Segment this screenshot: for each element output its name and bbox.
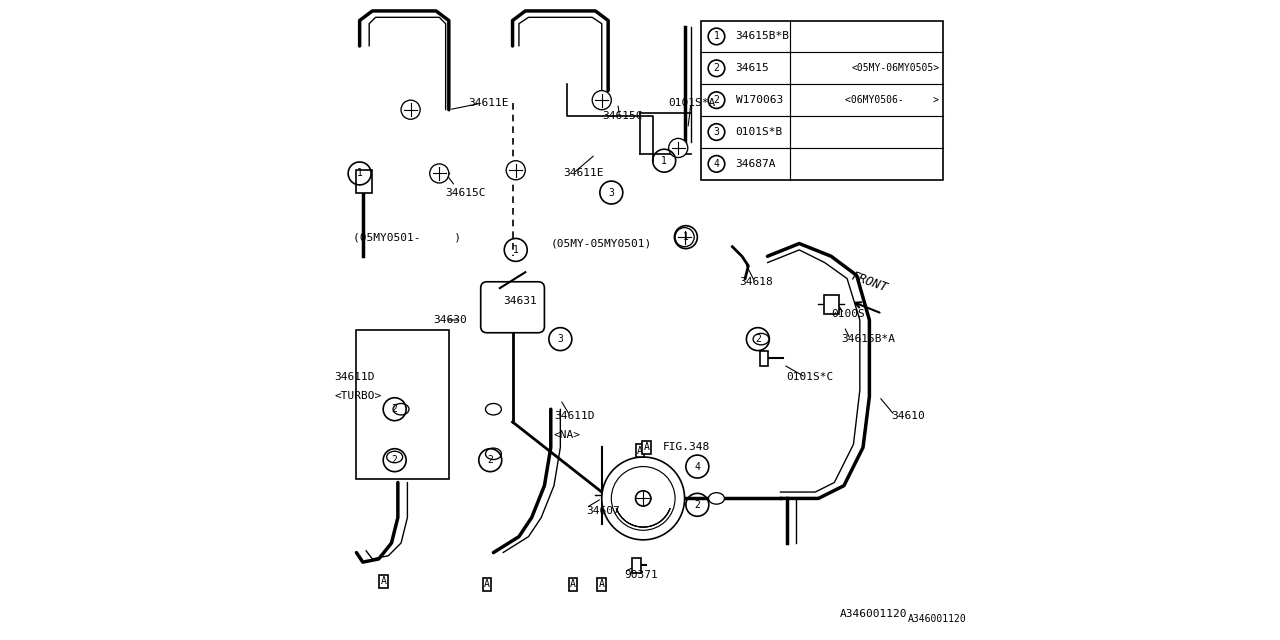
Text: 2: 2: [713, 63, 719, 74]
Text: 34611E: 34611E: [563, 168, 604, 179]
Text: 3: 3: [557, 334, 563, 344]
Text: 3: 3: [608, 188, 614, 198]
Text: 3: 3: [713, 127, 719, 137]
Text: 4: 4: [713, 159, 719, 169]
Bar: [356, 170, 372, 193]
FancyBboxPatch shape: [481, 282, 544, 333]
Text: 34611D: 34611D: [334, 372, 375, 382]
Text: 34611E: 34611E: [468, 99, 508, 108]
Circle shape: [506, 161, 525, 180]
Text: 1: 1: [357, 168, 362, 179]
Text: 34615B*A: 34615B*A: [841, 334, 895, 344]
Circle shape: [602, 457, 685, 540]
Circle shape: [668, 138, 687, 157]
Text: 1: 1: [684, 232, 689, 242]
Circle shape: [636, 491, 650, 506]
Circle shape: [593, 91, 612, 109]
Text: A: A: [570, 579, 576, 589]
Bar: [700, 20, 942, 180]
Text: 34610: 34610: [892, 411, 925, 420]
Text: <NA>: <NA>: [554, 429, 581, 440]
Ellipse shape: [393, 403, 410, 415]
Text: 1: 1: [662, 156, 667, 166]
Text: W170063: W170063: [736, 95, 783, 105]
Text: 34687A: 34687A: [736, 159, 776, 169]
Text: 2: 2: [488, 455, 493, 465]
Bar: [823, 294, 838, 314]
Ellipse shape: [387, 451, 403, 463]
Text: 1: 1: [513, 245, 518, 255]
Circle shape: [430, 164, 449, 183]
Text: 90371: 90371: [625, 570, 658, 580]
Text: FIG.348: FIG.348: [662, 442, 709, 452]
Text: A: A: [381, 576, 387, 586]
Bar: [760, 351, 768, 366]
Text: 34631: 34631: [503, 296, 536, 306]
Text: A: A: [484, 579, 490, 589]
Text: <TURBO>: <TURBO>: [334, 392, 381, 401]
Bar: [356, 330, 449, 479]
Text: FRONT: FRONT: [850, 269, 890, 294]
Text: (05MY0501-     ): (05MY0501- ): [353, 232, 461, 242]
Text: 34618: 34618: [739, 276, 773, 287]
Circle shape: [401, 100, 420, 119]
Circle shape: [612, 467, 675, 531]
Text: 2: 2: [392, 455, 398, 465]
Text: 0101S*B: 0101S*B: [736, 127, 783, 137]
Text: 34607: 34607: [586, 506, 620, 516]
Text: 34611D: 34611D: [554, 411, 594, 420]
Text: 1: 1: [713, 31, 719, 42]
Text: 2: 2: [755, 334, 760, 344]
Ellipse shape: [753, 333, 769, 345]
Text: 34615C: 34615C: [445, 188, 486, 198]
Text: 34615C: 34615C: [602, 111, 643, 121]
Text: <06MY0506-     >: <06MY0506- >: [846, 95, 940, 105]
Text: A346001120: A346001120: [908, 614, 966, 625]
Text: 0100S: 0100S: [831, 308, 865, 319]
Bar: [632, 557, 641, 573]
Circle shape: [675, 228, 694, 246]
Text: (05MY-05MY0501): (05MY-05MY0501): [550, 239, 652, 248]
Text: A: A: [599, 579, 604, 589]
Text: 2: 2: [695, 500, 700, 510]
Text: <05MY-06MY0505>: <05MY-06MY0505>: [851, 63, 940, 74]
Text: A346001120: A346001120: [840, 609, 908, 620]
Text: 4: 4: [695, 461, 700, 472]
Text: 34615B*B: 34615B*B: [736, 31, 790, 42]
Text: 0101S*C: 0101S*C: [787, 372, 833, 382]
Text: 34630: 34630: [433, 315, 467, 325]
Text: A: A: [637, 445, 643, 456]
Text: 2: 2: [713, 95, 719, 105]
Text: 2: 2: [392, 404, 398, 414]
Text: 0101S*A: 0101S*A: [668, 99, 716, 108]
Ellipse shape: [485, 403, 502, 415]
Ellipse shape: [709, 493, 724, 504]
Ellipse shape: [485, 448, 502, 460]
Text: 34615: 34615: [736, 63, 769, 74]
Text: A: A: [644, 442, 649, 452]
